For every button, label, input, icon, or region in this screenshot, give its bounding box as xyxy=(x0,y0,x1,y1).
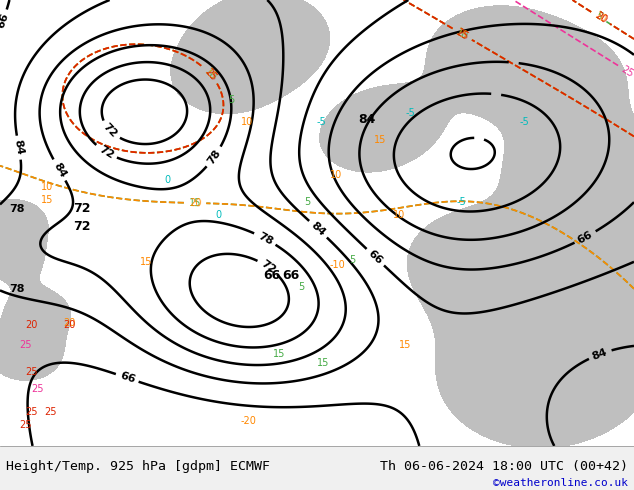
Text: 66: 66 xyxy=(366,248,384,266)
Text: 25: 25 xyxy=(25,367,38,376)
Text: -20: -20 xyxy=(241,416,257,426)
-5 xyxy=(0,442,5,450)
Text: 10: 10 xyxy=(330,171,342,180)
Text: ©weatheronline.co.uk: ©weatheronline.co.uk xyxy=(493,478,628,488)
Text: 78: 78 xyxy=(205,147,223,166)
Text: 15: 15 xyxy=(203,67,218,82)
Text: 10: 10 xyxy=(455,27,470,42)
Text: 84: 84 xyxy=(591,347,609,362)
Text: 15: 15 xyxy=(41,195,54,205)
Text: 84: 84 xyxy=(51,161,68,179)
Text: 5: 5 xyxy=(298,282,304,292)
Text: -5: -5 xyxy=(406,108,415,118)
Text: 10: 10 xyxy=(41,181,53,192)
Text: 25: 25 xyxy=(19,340,32,350)
Text: 72: 72 xyxy=(97,144,115,160)
Text: 20: 20 xyxy=(25,320,38,330)
Text: 72: 72 xyxy=(73,220,91,233)
Text: 15: 15 xyxy=(139,257,152,268)
Text: 15: 15 xyxy=(273,349,285,359)
Text: 78: 78 xyxy=(10,204,25,214)
Text: 72: 72 xyxy=(73,202,91,215)
Text: -5: -5 xyxy=(520,117,529,127)
Text: 25: 25 xyxy=(455,26,470,42)
Text: 5: 5 xyxy=(228,95,235,104)
Text: 10: 10 xyxy=(393,211,405,220)
Text: -10: -10 xyxy=(330,260,346,270)
-10 xyxy=(0,442,5,450)
Text: 10: 10 xyxy=(241,117,253,127)
Text: 66: 66 xyxy=(576,229,595,245)
Text: 78: 78 xyxy=(10,284,25,294)
Text: 66: 66 xyxy=(263,269,280,282)
Text: 84: 84 xyxy=(309,220,327,238)
Text: 25: 25 xyxy=(203,67,218,82)
Text: 20: 20 xyxy=(189,198,202,208)
Text: 15: 15 xyxy=(317,358,330,368)
Text: 84: 84 xyxy=(13,139,25,156)
Text: 66: 66 xyxy=(282,269,299,282)
Text: 10: 10 xyxy=(593,10,609,25)
Text: Height/Temp. 925 hPa [gdpm] ECMWF: Height/Temp. 925 hPa [gdpm] ECMWF xyxy=(6,460,270,473)
Text: 66: 66 xyxy=(118,370,136,385)
Text: 25: 25 xyxy=(619,64,634,79)
Text: 84: 84 xyxy=(358,113,375,125)
Text: 5: 5 xyxy=(593,10,604,22)
Text: -5: -5 xyxy=(317,117,327,127)
Text: 10: 10 xyxy=(203,67,218,82)
Text: 5: 5 xyxy=(304,197,311,207)
Text: 20: 20 xyxy=(63,318,76,327)
FancyBboxPatch shape xyxy=(0,446,634,490)
Text: Th 06-06-2024 18:00 UTC (00+42): Th 06-06-2024 18:00 UTC (00+42) xyxy=(380,460,628,473)
Text: 5: 5 xyxy=(349,255,355,265)
Text: 72: 72 xyxy=(259,258,277,275)
Text: 66: 66 xyxy=(0,12,10,30)
Text: 15: 15 xyxy=(374,135,387,145)
Text: 15: 15 xyxy=(189,198,202,208)
Text: 25: 25 xyxy=(44,407,57,416)
Text: 20: 20 xyxy=(63,320,76,330)
Text: 72: 72 xyxy=(101,122,119,140)
Text: 20: 20 xyxy=(593,10,609,25)
Text: 15: 15 xyxy=(399,340,412,350)
Text: 15: 15 xyxy=(455,27,470,42)
Text: 25: 25 xyxy=(25,407,38,416)
Text: 0: 0 xyxy=(216,211,222,220)
Text: 0: 0 xyxy=(165,175,171,185)
Text: 25: 25 xyxy=(19,420,32,430)
Text: 78: 78 xyxy=(256,231,275,247)
Text: 25: 25 xyxy=(32,384,44,394)
Text: -5: -5 xyxy=(456,197,466,207)
